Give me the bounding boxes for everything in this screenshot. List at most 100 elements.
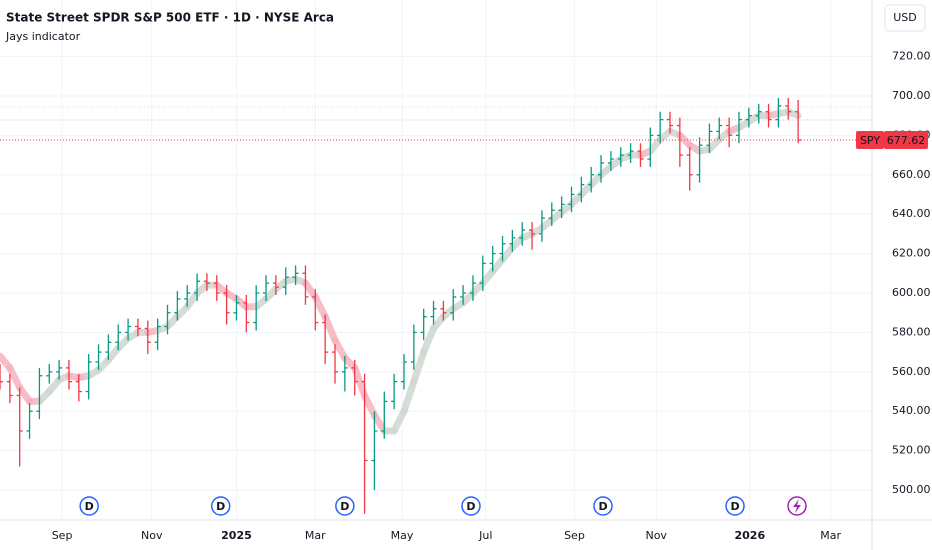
- x-tick-label: Jul: [478, 529, 492, 542]
- ohlc-bar: [203, 273, 210, 292]
- ohlc-bar: [795, 99, 802, 144]
- dividend-circle: [593, 496, 613, 516]
- ohlc-bar: [657, 111, 664, 144]
- ohlc-bar: [686, 147, 693, 191]
- dividend-marker[interactable]: D: [461, 496, 481, 516]
- ohlc-bar: [164, 304, 171, 335]
- ohlc-bar: [509, 229, 516, 252]
- dividend-marker[interactable]: D: [335, 496, 355, 516]
- ohlc-bar: [548, 202, 555, 227]
- ohlc-bar: [637, 143, 644, 167]
- ohlc-bar: [332, 344, 339, 384]
- ohlc-bar: [578, 176, 585, 203]
- ohlc-bar: [56, 360, 63, 380]
- y-tick-label: 560.00: [892, 365, 931, 378]
- ohlc-bar: [243, 294, 250, 333]
- event-icon[interactable]: [787, 496, 807, 516]
- ohlc-bar: [46, 363, 53, 384]
- ohlc-bar: [667, 111, 674, 134]
- dividend-label: D: [466, 500, 475, 513]
- ohlc-bar: [696, 137, 703, 183]
- ohlc-bar: [489, 245, 496, 272]
- ohlc-bar: [272, 275, 279, 295]
- ohlc-bar: [105, 334, 112, 360]
- ohlc-bar: [233, 294, 240, 321]
- ohlc-bar: [312, 289, 319, 331]
- ohlc-bar: [519, 222, 526, 246]
- ohlc-bar: [450, 289, 457, 321]
- ohlc-bar: [765, 103, 772, 128]
- x-tick-label: 2026: [735, 529, 766, 542]
- currency-button[interactable]: [884, 4, 926, 32]
- y-tick-label: 620.00: [892, 247, 931, 260]
- ohlc-bar: [430, 300, 437, 325]
- indicator-band: [390, 407, 408, 435]
- indicator-band: [6, 364, 24, 392]
- x-tick-label: Mar: [305, 529, 326, 542]
- ohlc-bar: [154, 318, 161, 351]
- ohlc-bar: [440, 300, 447, 321]
- indicator-band: [784, 108, 802, 120]
- currency[interactable]: USD: [893, 11, 917, 24]
- ohlc-bar: [716, 117, 723, 140]
- ohlc-bar: [184, 285, 191, 307]
- ohlc-bar: [253, 285, 260, 331]
- grid: [0, 0, 872, 520]
- ohlc-bar: [371, 411, 378, 491]
- ohlc-bar: [558, 196, 565, 219]
- indicator-band: [351, 364, 369, 399]
- chart-title: State Street SPDR S&P 500 ETF · 1D · NYS…: [6, 11, 334, 25]
- ohlc-bar: [85, 354, 92, 400]
- ohlc-bar: [322, 314, 329, 364]
- ohlc-bar: [26, 403, 33, 439]
- dividend-label: D: [598, 500, 607, 513]
- dividend-circle: [79, 496, 99, 516]
- ohlc-bar: [75, 373, 82, 402]
- dividend-marker[interactable]: D: [593, 496, 613, 516]
- ohlc-bar: [755, 103, 762, 124]
- ohlc-bar: [647, 127, 654, 167]
- ohlc-bar: [775, 97, 782, 128]
- ohlc-bar: [302, 265, 309, 305]
- dividend-label: D: [340, 500, 349, 513]
- ohlc-bar: [125, 318, 132, 341]
- ohlc-bar: [263, 275, 270, 301]
- ohlc-bar: [0, 363, 3, 390]
- ohlc-bar: [16, 387, 23, 467]
- last-price-label: 677.62: [887, 134, 926, 147]
- x-tick-label: May: [391, 529, 414, 542]
- ohlc-bar: [676, 117, 683, 167]
- ohlc-bar: [6, 373, 13, 404]
- dividend-circle: [335, 496, 355, 516]
- indicator-band: [420, 324, 438, 356]
- ohlc-bar: [617, 147, 624, 167]
- symbol-tag: [856, 131, 884, 150]
- dividend-circle: [461, 496, 481, 516]
- ohlc-bar: [588, 166, 595, 193]
- y-tick-label: 520.00: [892, 444, 931, 457]
- ohlc-bar: [538, 210, 545, 242]
- ohlc-bar: [95, 344, 102, 370]
- ohlc-bar: [292, 265, 299, 286]
- indicator-band: [410, 348, 428, 386]
- y-tick-label: 720.00: [892, 50, 931, 63]
- ohlc-bar: [785, 97, 792, 120]
- indicator-band: [311, 293, 329, 321]
- ohlc-bar: [607, 151, 614, 171]
- dividend-label: D: [730, 500, 739, 513]
- ohlc-bar: [341, 356, 348, 392]
- dividend-marker[interactable]: D: [79, 496, 99, 516]
- dividend-marker[interactable]: D: [725, 496, 745, 516]
- x-tick-label: Mar: [820, 529, 841, 542]
- indicator-band: [321, 313, 339, 344]
- ohlc-bar: [282, 267, 289, 295]
- dividend-marker[interactable]: D: [210, 496, 231, 516]
- ohlc-bar: [627, 143, 634, 163]
- ohlc-bar: [213, 275, 220, 301]
- ohlc-bar: [529, 222, 536, 250]
- ohlc-bar: [134, 318, 141, 337]
- ohlc-bar: [144, 320, 151, 355]
- ohlc-bar: [745, 107, 752, 128]
- ohlc-bar: [479, 255, 486, 292]
- y-tick-label: 640.00: [892, 207, 931, 220]
